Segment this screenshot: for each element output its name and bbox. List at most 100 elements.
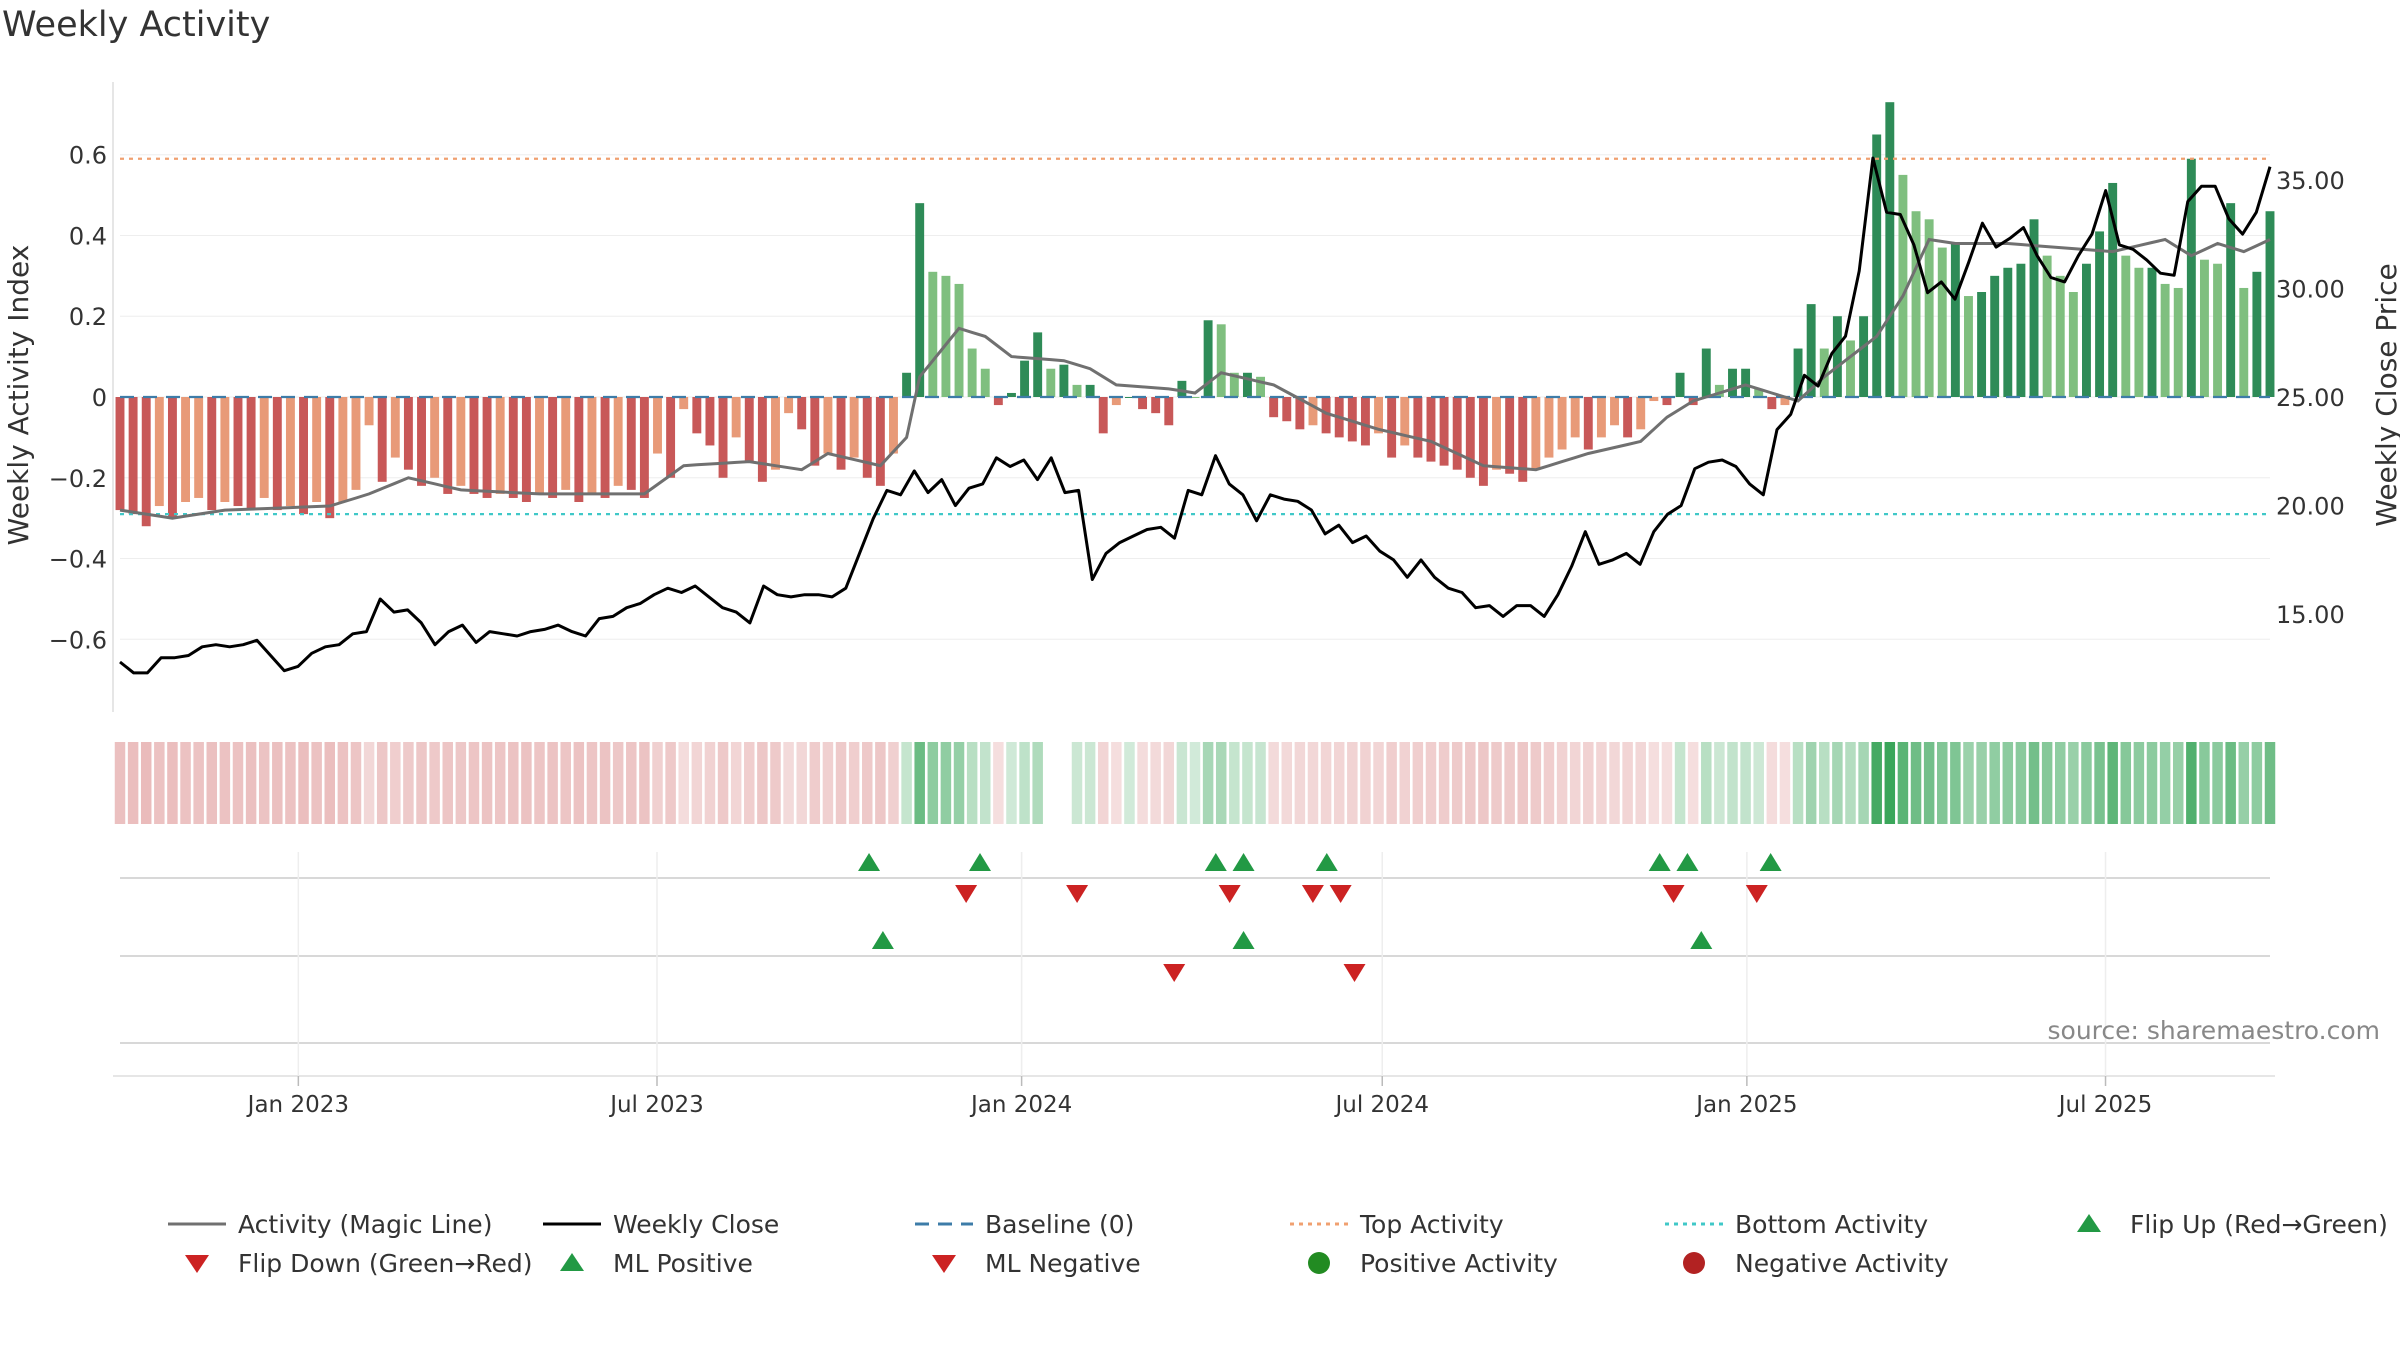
heat-strip-cell (875, 742, 886, 824)
flip-up-marker (969, 853, 991, 871)
heat-strip-cell (1819, 742, 1830, 824)
y-tick-label: −0.4 (49, 546, 107, 574)
heat-strip-cell (862, 742, 873, 824)
legend-item: Flip Up (Red→Green) (2077, 1210, 2388, 1239)
activity-bar (1950, 243, 1960, 397)
heat-strip-cell (416, 742, 427, 824)
heat-strip-cell (1189, 742, 1201, 824)
heat-strip-cell (586, 742, 598, 824)
activity-bar (980, 368, 990, 397)
heat-strip-cell (1425, 742, 1437, 824)
heat-strip-cell (350, 742, 362, 824)
heat-strip-cell (1648, 742, 1660, 824)
heat-strip-cell (363, 742, 375, 824)
heat-strip-cell (1976, 742, 1987, 824)
heat-strip-cell (2133, 742, 2145, 824)
activity-bar (1007, 392, 1016, 397)
flip-up-marker (1315, 853, 1338, 871)
activity-bar (2147, 267, 2157, 397)
ml-negative-marker (1163, 964, 1186, 982)
activity-bar (1701, 348, 1711, 397)
heat-strip-cell (298, 742, 309, 824)
activity-bar (1596, 397, 1606, 438)
heat-strip-cell (1858, 742, 1869, 824)
activity-bar (299, 397, 308, 515)
activity-bar (2003, 267, 2013, 397)
ml-positive-marker (1232, 931, 1255, 949)
y-tick-label: 0.6 (69, 142, 107, 170)
activity-bar (1478, 397, 1488, 486)
heat-strip-cell (311, 742, 322, 824)
heat-strip-cell (901, 742, 912, 824)
heat-strip-cell (1150, 742, 1161, 824)
activity-bar (1308, 397, 1318, 426)
y2-tick-label: 20.00 (2276, 493, 2345, 521)
heat-strip-cell (481, 742, 493, 824)
heat-strip-cell (2186, 742, 2197, 824)
heat-strip-cell (652, 742, 663, 824)
activity-bar (2265, 211, 2275, 397)
activity-bar (1190, 397, 1200, 398)
activity-bar (285, 397, 295, 507)
activity-bar (1124, 397, 1134, 398)
activity-bar (194, 397, 204, 498)
activity-bar (1714, 384, 1724, 397)
activity-bar (535, 397, 544, 494)
heat-strip-cell (2120, 742, 2132, 824)
activity-bar (2108, 182, 2118, 397)
activity-bar (1452, 397, 1462, 470)
activity-bar (967, 348, 977, 397)
activity-bar (128, 397, 138, 515)
heat-strip-cell (966, 742, 978, 824)
heat-strip-cell (232, 742, 244, 824)
activity-bar (207, 397, 217, 511)
heat-strip-cell (2251, 742, 2263, 824)
activity-bar (771, 397, 780, 470)
activity-bar (443, 397, 453, 494)
y2-tick-label: 35.00 (2276, 167, 2345, 195)
heat-strip-cell (1963, 742, 1974, 824)
activity-bar (167, 397, 177, 519)
heat-strip-cell (2212, 742, 2223, 824)
heat-strip-cell (2002, 742, 2014, 824)
activity-bar (574, 397, 584, 502)
activity-bar (1610, 397, 1619, 426)
legend-label: Baseline (0) (985, 1210, 1134, 1239)
legend-item: Bottom Activity (1665, 1210, 1928, 1239)
heat-strip-cell (1242, 742, 1253, 824)
activity-bar (941, 275, 951, 397)
activity-bar (902, 372, 912, 397)
x-tick-label: Jul 2023 (608, 1092, 704, 1118)
heat-strip-cell (534, 742, 545, 824)
activity-bar (1295, 397, 1305, 430)
heat-strip-cell (219, 742, 231, 824)
activity-bar (1557, 397, 1567, 450)
activity-bar (2121, 255, 2131, 397)
activity-bar (1072, 384, 1082, 397)
marker-panel: Jan 2023 Jul 2023 Jan 2024 Jul 2024 Jan 2025… (113, 852, 2380, 1118)
activity-bar (915, 203, 925, 397)
heat-strip-cell (1465, 742, 1476, 824)
heat-strip-cell (1583, 742, 1594, 824)
activity-bar (1937, 247, 1947, 397)
flip-down-marker (1745, 885, 1768, 903)
activity-bar (2226, 203, 2236, 397)
heat-strip-cell (1451, 742, 1463, 824)
heat-strip-cell (1792, 742, 1804, 824)
y2-axis-label: Weekly Close Price (2370, 263, 2400, 526)
activity-bar (954, 283, 964, 397)
activity-bar (1636, 397, 1646, 430)
activity-bar (1872, 134, 1882, 397)
heat-strip-cell (1910, 742, 1922, 824)
heat-strip-cell (888, 742, 899, 824)
heat-strip-cell (796, 742, 807, 824)
activity-bar (1793, 348, 1803, 397)
weekly-close-line (119, 156, 2272, 675)
heat-strip-cell (547, 742, 558, 824)
activity-bar (312, 397, 322, 502)
activity-bar (1439, 397, 1449, 466)
activity-bar (1649, 397, 1659, 402)
legend-triangle-down-swatch (932, 1255, 956, 1273)
activity-bar (626, 397, 636, 490)
activity-bar (1164, 397, 1174, 426)
